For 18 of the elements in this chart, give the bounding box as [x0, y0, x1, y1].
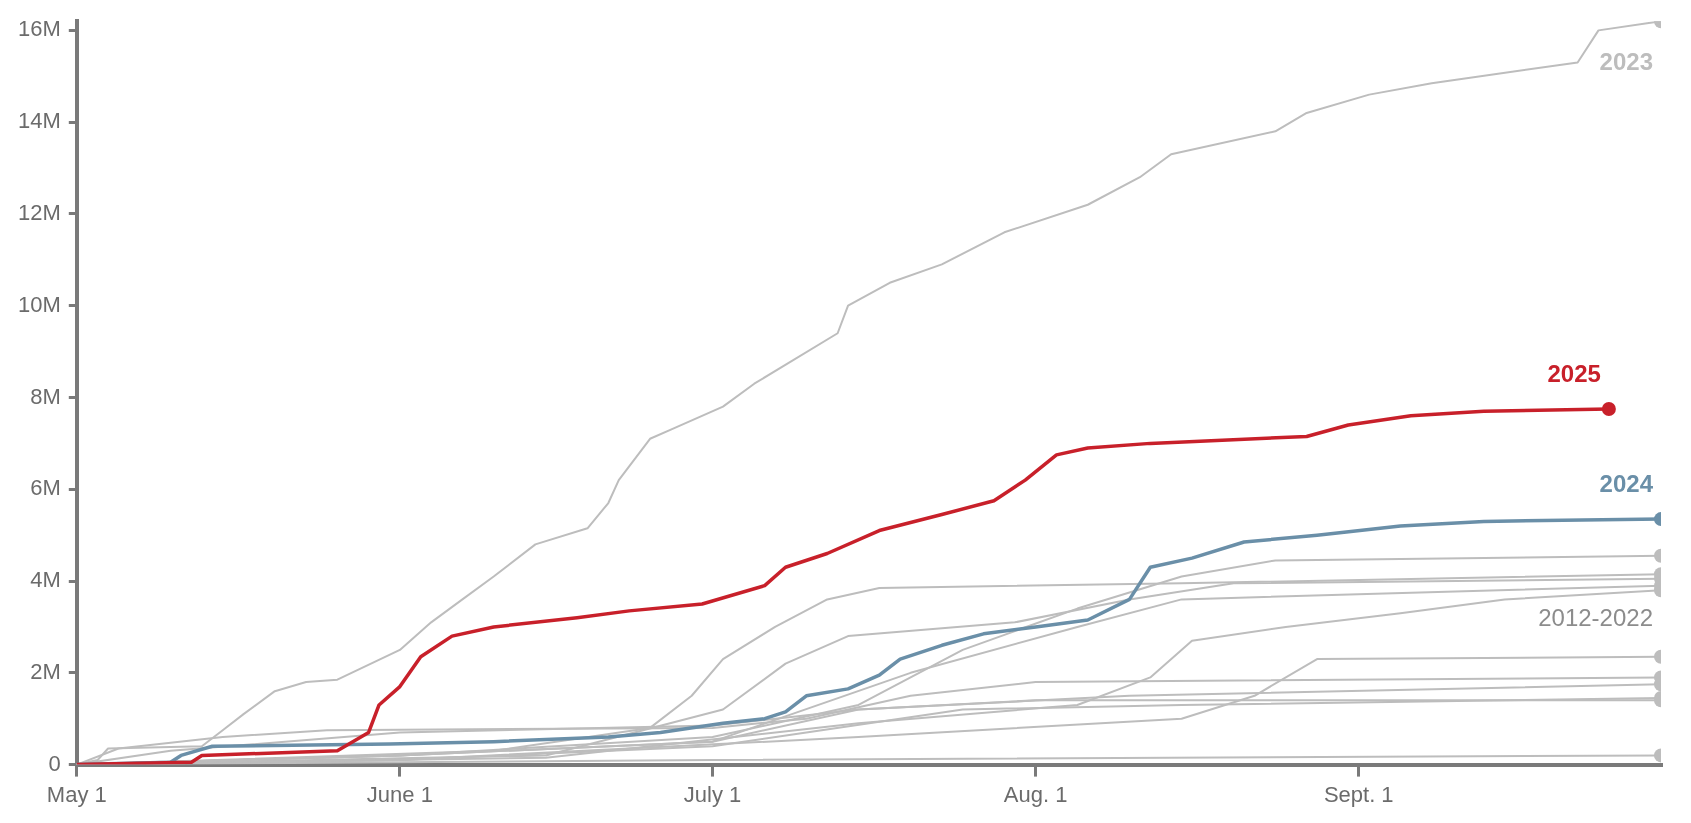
- y-tick-label: 4M: [30, 567, 61, 593]
- x-tick-label: Aug. 1: [1003, 781, 1068, 807]
- x-tick-label: Sept. 1: [1323, 781, 1394, 807]
- y-tick-label: 2M: [30, 658, 61, 684]
- series-label: 2025: [1547, 359, 1601, 387]
- y-tick-label: 16M: [18, 16, 61, 42]
- y-tick-label: 12M: [18, 200, 61, 225]
- y-tick-label: 14M: [18, 108, 61, 134]
- annotation: 2012-2022: [1538, 604, 1653, 632]
- y-tick-label: 8M: [30, 383, 61, 409]
- y-tick-label: 10M: [18, 291, 61, 317]
- x-tick-label: June 1: [366, 781, 433, 807]
- x-tick-label: July 1: [683, 781, 742, 807]
- y-tick-label: 6M: [30, 475, 61, 501]
- x-tick-label: May 1: [46, 781, 107, 807]
- y-tick-label: 0: [48, 750, 61, 776]
- series-label: 2024: [1599, 469, 1654, 497]
- series-label: 2023: [1599, 47, 1653, 75]
